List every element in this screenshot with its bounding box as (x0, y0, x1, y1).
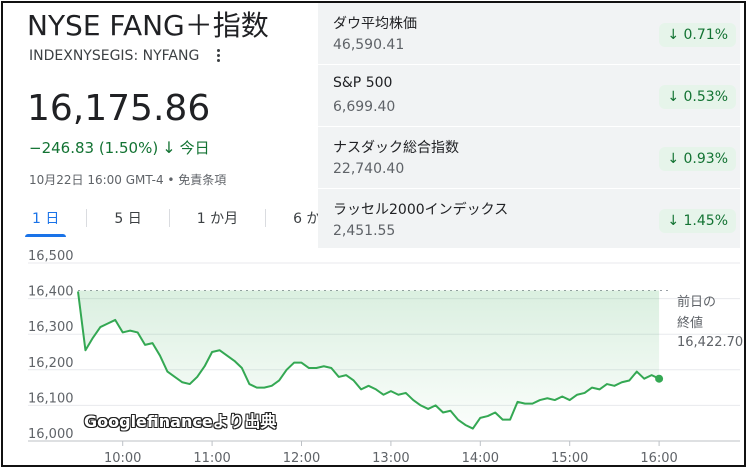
change-percent: 1.45% (683, 213, 728, 229)
change-badge: ↓ 0.53% (659, 85, 736, 109)
price-area-fill (78, 290, 660, 429)
x-tick-label: 15:00 (551, 451, 588, 466)
ticker-symbol: INDEXNYSEGIS: NYFANG (29, 47, 200, 64)
change-badge: ↓ 0.71% (659, 23, 736, 47)
x-tick-label: 13:00 (372, 451, 409, 466)
down-arrow-icon: ↓ (667, 151, 680, 167)
current-price: 16,175.86 (27, 88, 211, 129)
market-value: 2,451.55 (333, 223, 396, 239)
market-name: ラッセル2000インデックス (333, 202, 509, 218)
tab-5-day[interactable]: 5 日 (114, 211, 142, 227)
price-series-line (77, 291, 660, 430)
tab-divider (168, 209, 170, 227)
x-tick-label: 10:00 (104, 451, 141, 466)
market-name: ダウ平均株価 (333, 16, 417, 32)
market-name: ナスダック総合指数 (333, 140, 459, 156)
change-badge: ↓ 1.45% (659, 209, 736, 233)
prev-close-label-line-1: 前日の (677, 294, 716, 310)
tab-1-month[interactable]: 1 か月 (196, 211, 239, 227)
change-period: 今日 (179, 139, 210, 157)
change-percent: 0.93% (683, 151, 728, 167)
prev-close-value: 16,422.70 (677, 335, 743, 350)
market-value: 6,699.40 (333, 99, 396, 115)
range-tabs: 1 日 5 日 1 か月 6 か月 (23, 203, 380, 237)
x-tick-label: 16:00 (640, 451, 677, 466)
market-card-dow[interactable]: ダウ平均株価 46,590.41 ↓ 0.71% (318, 3, 740, 65)
market-value: 46,590.41 (333, 37, 405, 53)
down-arrow-icon: ↓ (667, 89, 680, 105)
source-watermark: Googlefinanceより出典 (84, 412, 277, 431)
related-markets: ダウ平均株価 46,590.41 ↓ 0.71% S&P 500 6,699.4… (318, 3, 740, 249)
change-percent: 0.71% (683, 27, 728, 43)
market-name: S&P 500 (333, 75, 393, 91)
market-card-sp500[interactable]: S&P 500 6,699.40 ↓ 0.53% (318, 65, 740, 127)
y-tick-label: 16,500 (28, 249, 74, 264)
x-tick-label: 11:00 (193, 451, 230, 466)
price-change: −246.83 (1.50%) ↓ 今日 (29, 137, 210, 158)
down-arrow-icon: ↓ (162, 138, 176, 157)
current-price-point (655, 374, 664, 383)
tab-1-day[interactable]: 1 日 (23, 202, 68, 237)
x-tick-label: 14:00 (462, 451, 499, 466)
timestamp: 10月22日 16:00 GMT-4 • 免責条項 (29, 173, 227, 187)
market-value: 22,740.40 (333, 161, 405, 177)
x-tick-label: 12:00 (283, 451, 320, 466)
y-tick-label: 16,000 (28, 427, 74, 442)
index-title: NYSE FANG＋指数 (27, 9, 269, 42)
y-tick-label: 16,200 (28, 356, 74, 371)
y-tick-label: 16,300 (28, 320, 74, 335)
down-arrow-icon: ↓ (667, 27, 680, 43)
change-badge: ↓ 0.93% (659, 147, 736, 171)
y-tick-label: 16,100 (28, 391, 74, 406)
more-options-icon[interactable] (213, 47, 224, 64)
market-card-nasdaq[interactable]: ナスダック総合指数 22,740.40 ↓ 0.93% (318, 127, 740, 189)
change-value: −246.83 (1.50%) (29, 138, 159, 157)
market-card-russell[interactable]: ラッセル2000インデックス 2,451.55 ↓ 1.45% (318, 189, 740, 249)
down-arrow-icon: ↓ (667, 213, 680, 229)
ticker-row: INDEXNYSEGIS: NYFANG (29, 47, 224, 64)
tab-divider (265, 209, 267, 227)
prev-close-label-line-2: 終値 (677, 315, 703, 331)
tab-divider (86, 209, 88, 227)
y-tick-label: 16,400 (28, 285, 74, 300)
change-percent: 0.53% (683, 89, 728, 105)
